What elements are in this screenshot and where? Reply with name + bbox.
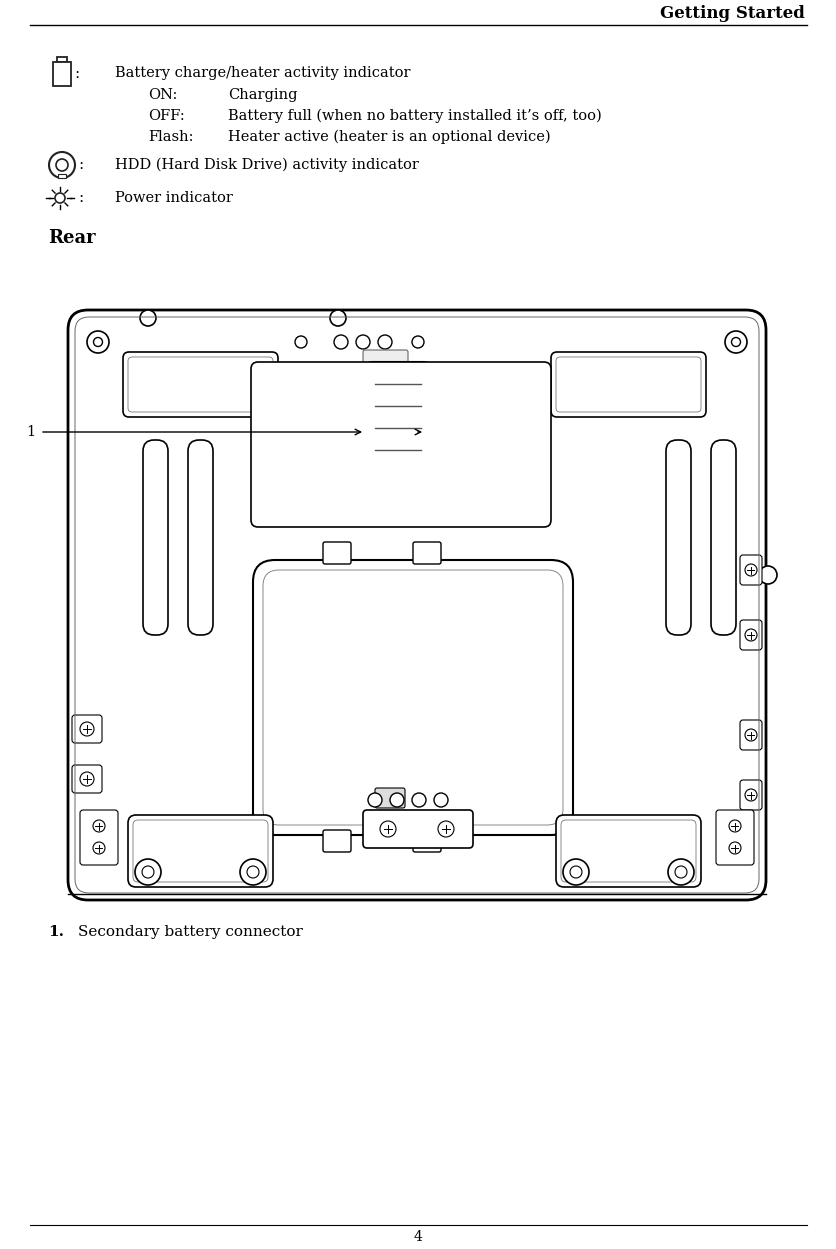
Text: Battery full (when no battery installed it’s off, too): Battery full (when no battery installed … [227,109,601,124]
FancyBboxPatch shape [251,362,550,527]
Circle shape [87,331,109,353]
Circle shape [49,152,75,179]
FancyBboxPatch shape [123,352,278,417]
Circle shape [674,866,686,878]
Circle shape [411,336,424,348]
Circle shape [93,821,104,832]
Bar [57,57,67,62]
Bar [58,174,66,179]
Circle shape [728,821,740,832]
Text: Secondary battery connector: Secondary battery connector [78,926,303,939]
Circle shape [140,310,155,326]
Circle shape [434,793,447,807]
FancyBboxPatch shape [252,560,573,836]
FancyBboxPatch shape [665,440,691,634]
Circle shape [667,859,693,886]
FancyBboxPatch shape [323,831,350,852]
FancyBboxPatch shape [188,440,212,634]
FancyBboxPatch shape [739,620,761,649]
Circle shape [334,335,348,348]
Text: Power indicator: Power indicator [115,191,232,205]
FancyBboxPatch shape [739,719,761,749]
Text: Charging: Charging [227,87,297,102]
Text: Heater active (heater is an optional device): Heater active (heater is an optional dev… [227,130,550,144]
Text: OFF:: OFF: [148,109,185,122]
Circle shape [94,337,102,346]
FancyBboxPatch shape [363,350,407,368]
FancyBboxPatch shape [560,821,696,882]
FancyBboxPatch shape [263,570,563,826]
Circle shape [135,859,161,886]
Circle shape [329,310,345,326]
Circle shape [728,842,740,854]
Text: Battery charge/heater activity indicator: Battery charge/heater activity indicator [115,66,410,80]
FancyBboxPatch shape [550,352,705,417]
FancyBboxPatch shape [133,821,268,882]
Bar [53,62,71,86]
FancyBboxPatch shape [128,357,273,412]
Circle shape [744,729,756,741]
Circle shape [55,194,65,204]
Circle shape [744,629,756,641]
FancyBboxPatch shape [80,811,118,866]
Text: Flash:: Flash: [148,130,193,144]
Text: :: : [78,159,83,172]
Text: HDD (Hard Disk Drive) activity indicator: HDD (Hard Disk Drive) activity indicator [115,157,418,172]
Circle shape [758,566,776,585]
FancyBboxPatch shape [323,542,350,565]
FancyBboxPatch shape [715,811,753,866]
FancyBboxPatch shape [412,542,441,565]
Text: 1.: 1. [48,926,64,939]
Text: Rear: Rear [48,229,95,247]
FancyBboxPatch shape [72,764,102,793]
FancyBboxPatch shape [68,310,765,901]
Text: 1: 1 [26,425,35,438]
Circle shape [56,159,68,171]
Circle shape [247,866,258,878]
FancyBboxPatch shape [363,811,472,848]
Circle shape [240,859,266,886]
FancyBboxPatch shape [412,831,441,852]
Circle shape [437,821,453,837]
FancyBboxPatch shape [128,816,273,887]
Circle shape [380,821,395,837]
Text: Getting Started: Getting Started [660,5,804,21]
FancyBboxPatch shape [555,357,701,412]
Text: ON:: ON: [148,87,177,102]
FancyBboxPatch shape [555,816,701,887]
Circle shape [569,866,581,878]
Circle shape [142,866,154,878]
Circle shape [378,335,391,348]
FancyBboxPatch shape [363,362,432,502]
Circle shape [744,789,756,801]
Circle shape [563,859,589,886]
Circle shape [390,793,404,807]
Circle shape [93,842,104,854]
Circle shape [80,772,94,786]
Circle shape [368,793,381,807]
Text: :: : [74,67,79,81]
Circle shape [294,336,307,348]
Circle shape [355,335,370,348]
Circle shape [724,331,746,353]
FancyBboxPatch shape [739,555,761,585]
FancyBboxPatch shape [710,440,735,634]
FancyBboxPatch shape [368,367,427,497]
Circle shape [744,565,756,576]
Text: 4: 4 [413,1230,422,1244]
Circle shape [411,793,426,807]
Circle shape [731,337,740,346]
FancyBboxPatch shape [72,714,102,743]
FancyBboxPatch shape [739,779,761,811]
FancyBboxPatch shape [375,788,405,808]
FancyBboxPatch shape [143,440,168,634]
Text: :: : [78,191,83,205]
Circle shape [80,722,94,736]
